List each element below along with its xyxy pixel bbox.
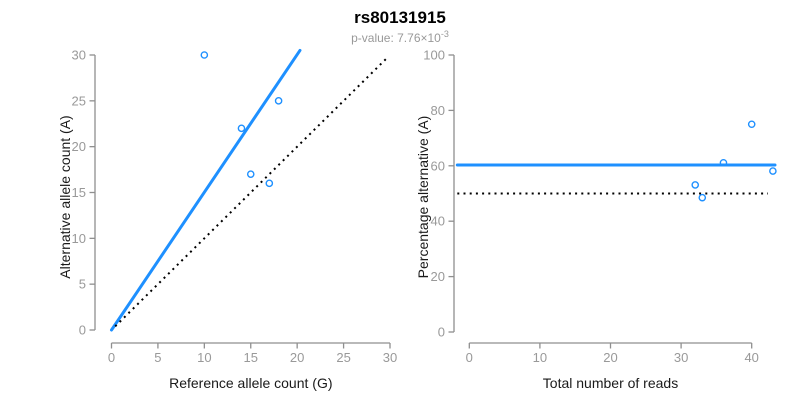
x-tick-label: 0 [108, 350, 115, 365]
y-tick-label: 0 [438, 325, 445, 340]
x-tick-label: 10 [533, 350, 547, 365]
data-point [274, 97, 283, 105]
data-point [691, 181, 700, 189]
pvalue-text: p-value: 7.76×10 [351, 31, 441, 45]
y-tick-label: 25 [72, 93, 86, 108]
right-x-axis-label: Total number of reads [543, 375, 678, 391]
y-tick-label: 20 [72, 139, 86, 154]
data-point [719, 158, 728, 167]
x-tick-label: 40 [744, 350, 758, 365]
figure-subtitle: p-value: 7.76×10-3 [0, 29, 800, 45]
y-tick-label: 20 [431, 269, 445, 284]
data-point [265, 179, 274, 188]
data-point [769, 167, 777, 175]
y-tick-label: 100 [423, 48, 445, 63]
y-tick-label: 60 [431, 158, 445, 173]
identity-line [114, 57, 387, 328]
y-tick-label: 40 [431, 214, 445, 229]
x-tick-label: 10 [197, 350, 211, 365]
pvalue-exponent: -3 [440, 29, 449, 39]
y-tick-label: 0 [79, 323, 86, 338]
y-tick-label: 15 [72, 185, 86, 200]
data-point [747, 120, 756, 129]
data-point [237, 124, 246, 133]
left-y-axis-label: Alternative allele count (A) [57, 115, 73, 278]
figure-title: rs80131915 [354, 8, 446, 27]
x-tick-label: 25 [336, 350, 350, 365]
y-tick-label: 5 [79, 277, 86, 292]
y-tick-label: 30 [72, 48, 86, 63]
x-tick-label: 20 [290, 350, 304, 365]
data-point [246, 170, 255, 178]
y-tick-label: 80 [431, 103, 445, 118]
x-tick-label: 30 [674, 350, 688, 365]
right-y-axis-label: Percentage alternative (A) [415, 116, 431, 279]
x-tick-label: 20 [603, 350, 617, 365]
x-tick-label: 5 [154, 350, 161, 365]
y-tick-label: 10 [72, 231, 86, 246]
left-x-axis-label: Reference allele count (G) [169, 375, 332, 391]
fit-line [110, 48, 302, 332]
right-scatter-plot: Total number of reads Percentage alterna… [415, 48, 777, 391]
left-scatter-plot: Reference allele count (G) Alternative a… [57, 48, 397, 392]
data-point [698, 193, 707, 202]
x-tick-label: 15 [244, 350, 258, 365]
x-tick-label: 0 [466, 350, 473, 365]
data-point [200, 51, 209, 59]
x-tick-label: 30 [383, 350, 397, 365]
